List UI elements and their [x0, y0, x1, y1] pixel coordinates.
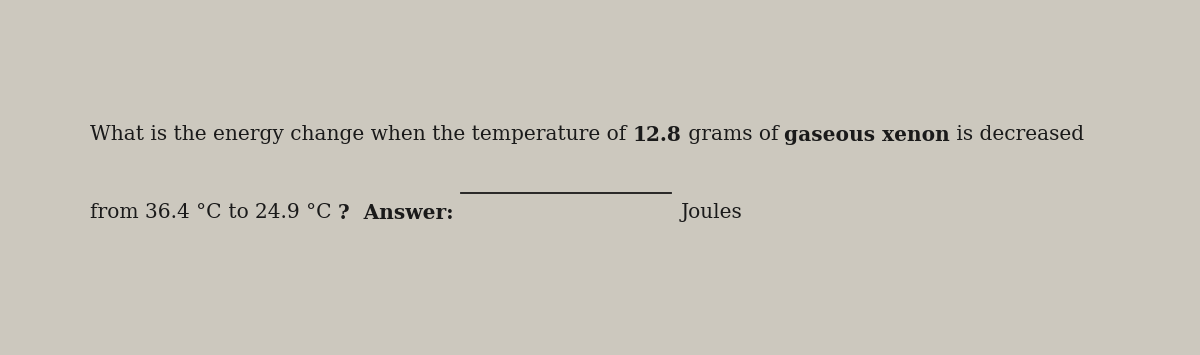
Text: What is the energy change when the temperature of: What is the energy change when the tempe…	[90, 125, 632, 144]
Text: 24.9 °C: 24.9 °C	[254, 203, 331, 223]
Text: grams of: grams of	[682, 125, 785, 144]
Text: gaseous xenon: gaseous xenon	[785, 125, 950, 145]
Text: is decreased: is decreased	[950, 125, 1085, 144]
Text: from: from	[90, 203, 145, 223]
Text: 12.8: 12.8	[632, 125, 682, 145]
Text: Joules: Joules	[680, 203, 742, 223]
Text: to: to	[222, 203, 254, 223]
Text: 36.4 °C: 36.4 °C	[145, 203, 222, 223]
Text: ?  Answer:: ? Answer:	[331, 203, 461, 223]
